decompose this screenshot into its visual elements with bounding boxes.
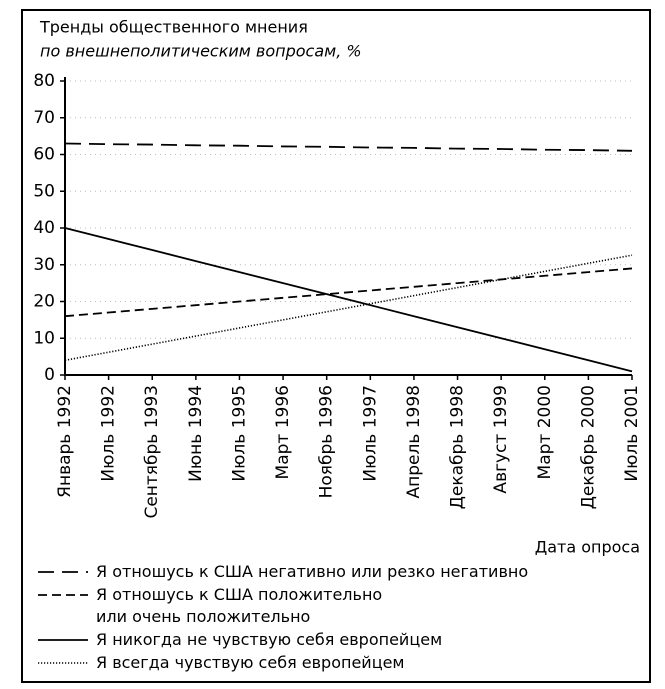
x-tick-label: Июль 2001 — [622, 385, 642, 482]
legend-label: Я никогда не чувствую себя европейцем — [96, 630, 442, 649]
y-tick-label: 40 — [33, 218, 55, 238]
x-axis-label: Дата опроса — [535, 538, 640, 557]
chart-title: Тренды общественного мнения — [39, 18, 308, 37]
y-tick-label: 60 — [33, 145, 55, 165]
series-line — [64, 227, 633, 373]
series-line — [64, 254, 633, 362]
y-tick-label: 50 — [33, 181, 55, 201]
y-tick-label: 20 — [33, 292, 55, 312]
x-tick-label: Март 2000 — [535, 385, 555, 479]
legend-label: Я всегда чувствую себя европейцем — [96, 653, 405, 672]
frame — [21, 9, 651, 683]
x-tick-label: Июль 1997 — [360, 385, 380, 482]
y-tick-label: 30 — [33, 255, 55, 275]
y-tick-label: 70 — [33, 108, 55, 128]
series-line — [64, 142, 633, 152]
x-tick-label: Декабрь 1998 — [448, 385, 468, 509]
y-tick-label: 80 — [33, 71, 55, 91]
chart-subtitle: по внешнеполитическим вопросам, % — [40, 42, 362, 61]
x-tick-label: Июнь 1994 — [186, 385, 206, 482]
series-line — [64, 267, 633, 318]
y-tick-label: 0 — [44, 365, 55, 385]
x-tick-label: Август 1999 — [491, 385, 511, 494]
x-tick-label: Апрель 1998 — [404, 385, 424, 499]
x-tick-label: Июль 1992 — [99, 385, 119, 482]
x-tick-label: Январь 1992 — [55, 385, 75, 498]
legend-label: Я отношусь к США негативно или резко нег… — [96, 562, 528, 581]
x-tick-label: Март 1996 — [273, 385, 293, 479]
x-tick-label: Июль 1995 — [229, 385, 249, 482]
y-tick-label: 10 — [33, 328, 55, 348]
x-tick-label: Декабрь 2000 — [578, 385, 598, 509]
x-tick-label: Сентябрь 1993 — [142, 385, 162, 519]
x-tick-label: Ноябрь 1996 — [317, 385, 337, 498]
legend-label: Я отношусь к США положительно или очень п… — [96, 585, 382, 626]
